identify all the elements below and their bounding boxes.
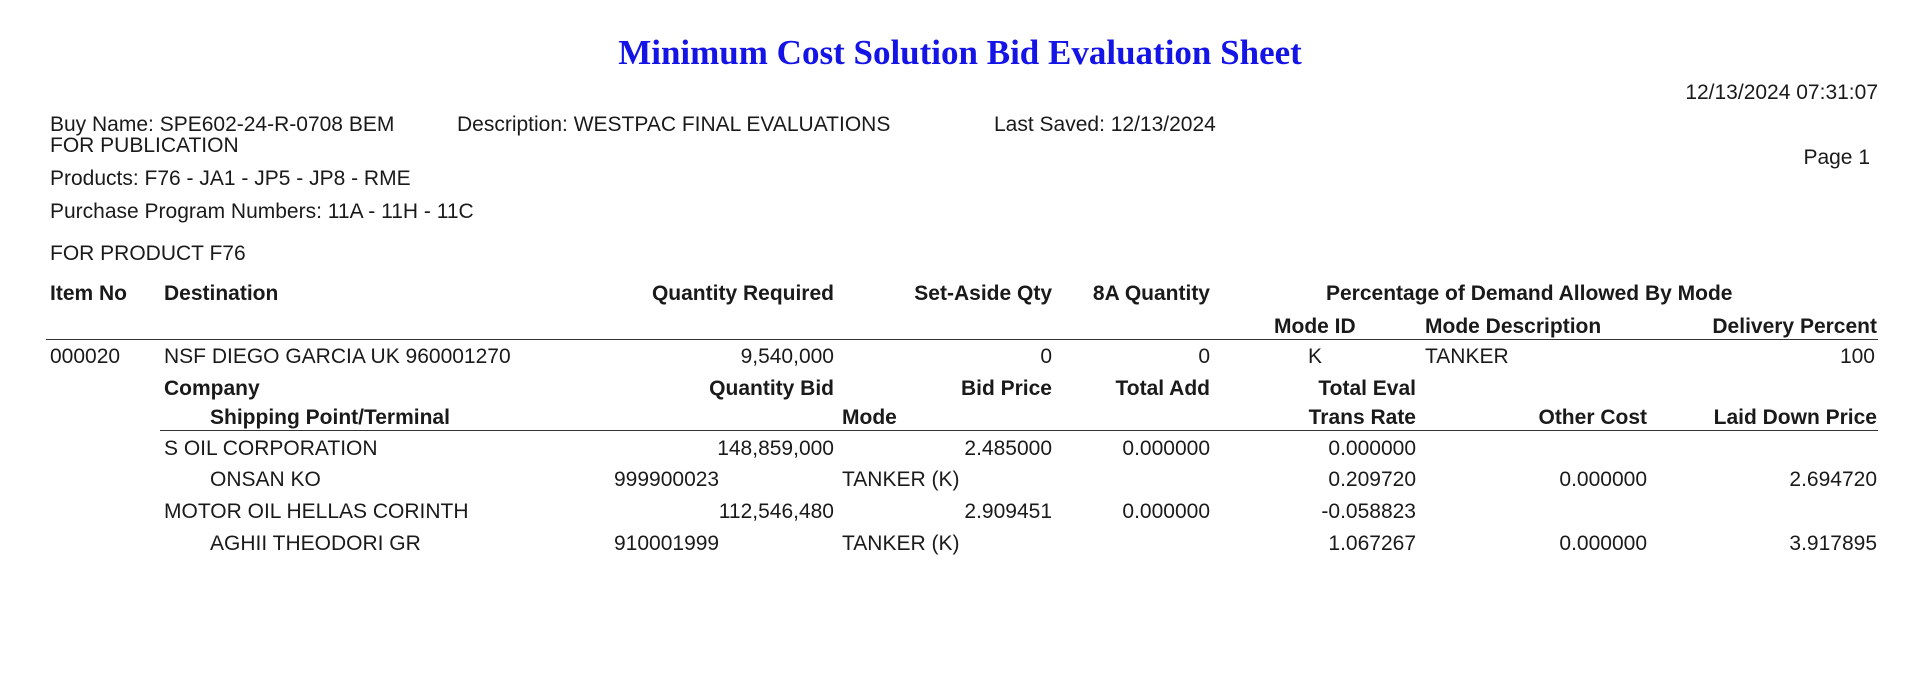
purchase-program-numbers: Purchase Program Numbers: 11A - 11H - 11… <box>50 200 474 223</box>
header-laid-down-price: Laid Down Price <box>1713 406 1877 429</box>
bid-total-eval: -0.058823 <box>1321 500 1416 523</box>
header-8a-quantity: 8A Quantity <box>1092 282 1210 305</box>
header-destination: Destination <box>164 282 279 305</box>
item-quantity-required: 9,540,000 <box>740 345 834 368</box>
bid-trans-rate: 0.209720 <box>1328 468 1416 491</box>
bid-total-eval: 0.000000 <box>1328 437 1416 460</box>
bid-total-add: 0.000000 <box>1122 500 1210 523</box>
bid-laid-down-price: 3.917895 <box>1789 532 1877 555</box>
header-mode-id: Mode ID <box>1274 315 1356 338</box>
header-shipping-point: Shipping Point/Terminal <box>210 406 450 429</box>
last-saved: Last Saved: 12/13/2024 <box>994 113 1216 136</box>
header-pct-demand-by-mode: Percentage of Demand Allowed By Mode <box>1326 282 1733 305</box>
report-timestamp: 12/13/2024 07:31:07 <box>1685 81 1878 104</box>
header-quantity-required: Quantity Required <box>651 282 834 305</box>
publication-note: FOR PUBLICATION <box>50 134 239 157</box>
header-mode-description: Mode Description <box>1425 315 1602 338</box>
item-set-aside-qty: 0 <box>1040 345 1052 368</box>
header-quantity-bid: Quantity Bid <box>709 377 834 400</box>
bid-total-add: 0.000000 <box>1122 437 1210 460</box>
header-other-cost: Other Cost <box>1538 406 1647 429</box>
header-bid-price: Bid Price <box>960 377 1052 400</box>
header-mode: Mode <box>842 406 897 429</box>
header-delivery-percent: Delivery Percent <box>1712 315 1877 338</box>
bid-price: 2.485000 <box>964 437 1052 460</box>
header-trans-rate: Trans Rate <box>1308 406 1416 429</box>
header-total-add: Total Add <box>1115 377 1210 400</box>
header-set-aside-qty: Set-Aside Qty <box>914 282 1052 305</box>
bid-other-cost: 0.000000 <box>1559 532 1647 555</box>
bid-terminal: AGHII THEODORI GR <box>210 532 421 555</box>
item-8a-quantity: 0 <box>1198 345 1210 368</box>
page-title: Minimum Cost Solution Bid Evaluation She… <box>618 33 1302 72</box>
bid-terminal-code: 999900023 <box>614 468 720 491</box>
bid-laid-down-price: 2.694720 <box>1789 468 1877 491</box>
buy-description: Description: WESTPAC FINAL EVALUATIONS <box>457 113 891 136</box>
item-mode-description: TANKER <box>1425 345 1509 368</box>
item-destination: NSF DIEGO GARCIA UK 960001270 <box>164 345 511 368</box>
bid-price: 2.909451 <box>964 500 1052 523</box>
item-delivery-percent: 100 <box>1839 345 1875 368</box>
bid-header-divider <box>160 430 1878 431</box>
page-number: Page 1 <box>1803 146 1870 169</box>
item-mode-id: K <box>1308 345 1323 368</box>
header-divider <box>46 339 1878 340</box>
bid-mode: TANKER (K) <box>842 468 960 491</box>
bid-quantity: 112,546,480 <box>718 500 834 523</box>
bid-mode: TANKER (K) <box>842 532 960 555</box>
bid-company: MOTOR OIL HELLAS CORINTH <box>164 500 469 523</box>
bid-terminal: ONSAN KO <box>210 468 321 491</box>
bid-quantity: 148,859,000 <box>717 437 834 460</box>
buy-name: Buy Name: SPE602-24-R-0708 BEM <box>50 113 395 136</box>
header-total-eval: Total Eval <box>1318 377 1416 400</box>
bid-terminal-code: 910001999 <box>614 532 720 555</box>
product-section-heading: FOR PRODUCT F76 <box>50 242 246 265</box>
header-item-no: Item No <box>50 282 128 305</box>
item-number: 000020 <box>50 345 121 368</box>
bid-company: S OIL CORPORATION <box>164 437 378 460</box>
bid-trans-rate: 1.067267 <box>1328 532 1416 555</box>
products-list: Products: F76 - JA1 - JP5 - JP8 - RME <box>50 167 411 190</box>
bid-other-cost: 0.000000 <box>1559 468 1647 491</box>
header-company: Company <box>164 377 260 400</box>
